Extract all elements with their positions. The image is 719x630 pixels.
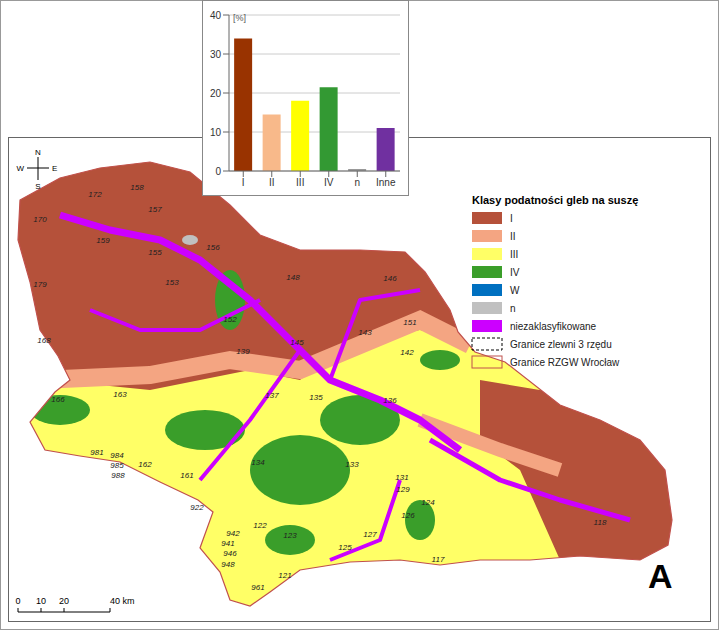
svg-text:123: 123 [283, 531, 297, 540]
svg-text:163: 163 [113, 390, 127, 399]
svg-text:135: 135 [309, 393, 323, 402]
svg-text:0: 0 [215, 166, 221, 177]
svg-text:131: 131 [395, 473, 408, 482]
svg-text:II: II [510, 231, 516, 242]
svg-text:137: 137 [265, 391, 279, 400]
svg-text:166: 166 [51, 395, 65, 404]
svg-text:922: 922 [190, 503, 204, 512]
svg-text:121: 121 [278, 571, 291, 580]
svg-text:118: 118 [594, 518, 607, 527]
svg-text:961: 961 [251, 583, 264, 592]
svg-text:10: 10 [210, 127, 222, 138]
svg-text:W: W [16, 164, 24, 173]
svg-text:W: W [510, 285, 520, 296]
svg-text:152: 152 [223, 315, 237, 324]
svg-text:122: 122 [253, 521, 267, 530]
svg-text:IV: IV [324, 177, 334, 188]
svg-text:I: I [242, 177, 245, 188]
svg-text:942: 942 [226, 529, 240, 538]
svg-text:III: III [510, 249, 518, 260]
svg-text:161: 161 [180, 471, 193, 480]
svg-text:III: III [296, 177, 304, 188]
svg-text:157: 157 [148, 205, 162, 214]
svg-text:153: 153 [165, 278, 179, 287]
svg-text:127: 127 [363, 530, 377, 539]
svg-text:162: 162 [138, 460, 152, 469]
svg-text:S: S [35, 182, 40, 191]
svg-text:30: 30 [210, 49, 222, 60]
svg-text:988: 988 [111, 471, 125, 480]
svg-text:133: 133 [345, 460, 359, 469]
svg-text:941: 941 [221, 539, 234, 548]
svg-text:170: 170 [33, 215, 47, 224]
svg-text:168: 168 [37, 336, 51, 345]
svg-text:20: 20 [210, 88, 222, 99]
svg-text:134: 134 [251, 458, 265, 467]
svg-text:125: 125 [338, 543, 352, 552]
svg-text:Granice RZGW Wrocław: Granice RZGW Wrocław [510, 357, 620, 368]
svg-text:143: 143 [358, 328, 372, 337]
svg-text:145: 145 [290, 338, 304, 347]
svg-text:172: 172 [88, 190, 102, 199]
svg-text:0: 0 [15, 596, 20, 606]
svg-text:148: 148 [286, 273, 300, 282]
svg-text:Klasy podatności gleb na suszę: Klasy podatności gleb na suszę [472, 194, 638, 206]
svg-text:126: 126 [401, 511, 415, 520]
svg-text:139: 139 [236, 347, 250, 356]
svg-text:981: 981 [90, 448, 103, 457]
svg-text:155: 155 [148, 248, 162, 257]
svg-text:142: 142 [400, 348, 414, 357]
svg-text:n: n [354, 177, 360, 188]
svg-text:II: II [269, 177, 275, 188]
svg-text:Granice zlewni 3 rzędu: Granice zlewni 3 rzędu [510, 339, 612, 350]
svg-text:946: 946 [223, 549, 237, 558]
svg-text:948: 948 [221, 560, 235, 569]
svg-text:151: 151 [403, 318, 416, 327]
svg-text:146: 146 [383, 274, 397, 283]
svg-text:129: 129 [396, 485, 410, 494]
svg-text:40 km: 40 km [110, 596, 135, 606]
svg-text:985: 985 [110, 461, 124, 470]
svg-text:158: 158 [130, 183, 144, 192]
svg-text:20: 20 [59, 596, 69, 606]
svg-text:159: 159 [96, 236, 110, 245]
svg-text:I: I [510, 213, 513, 224]
svg-text:E: E [52, 164, 57, 173]
svg-text:10: 10 [36, 596, 46, 606]
svg-text:n: n [510, 303, 516, 314]
svg-text:156: 156 [206, 243, 220, 252]
svg-text:984: 984 [110, 451, 124, 460]
svg-text:niezaklasyfikowane: niezaklasyfikowane [510, 321, 597, 332]
svg-text:IV: IV [510, 267, 520, 278]
svg-text:117: 117 [432, 555, 445, 564]
svg-text:136: 136 [383, 396, 397, 405]
svg-text:179: 179 [33, 280, 47, 289]
svg-text:A: A [648, 557, 673, 595]
svg-text:Inne: Inne [376, 177, 396, 188]
svg-text:40: 40 [210, 10, 222, 21]
svg-text:124: 124 [421, 498, 435, 507]
svg-text:N: N [35, 148, 41, 157]
